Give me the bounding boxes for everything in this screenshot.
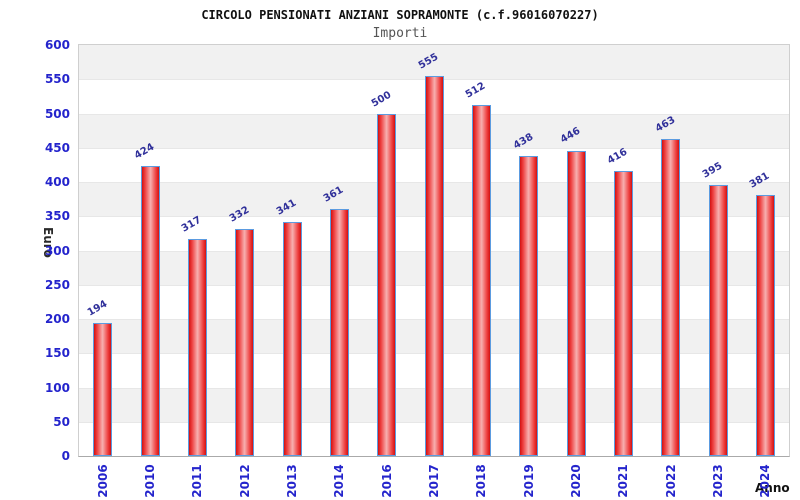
y-axis-label: Euro (41, 227, 55, 258)
y-tick-label: 350 (44, 209, 70, 224)
bar-2024 (755, 195, 775, 456)
y-tick-label: 200 (44, 312, 70, 326)
plot-band (79, 45, 789, 80)
x-tick-label: 2011 (190, 464, 205, 498)
bar-2006 (93, 323, 113, 456)
y-tick-label: 50 (53, 414, 70, 429)
y-tick-label: 250 (44, 277, 70, 292)
y-tick-label: 150 (44, 346, 70, 361)
y-tick-label: 300 (44, 243, 70, 258)
bar-2018 (471, 105, 491, 456)
x-tick-label: 2018 (474, 464, 489, 498)
x-tick-label: 2006 (95, 464, 110, 498)
x-tick-label: 2010 (143, 464, 157, 498)
x-tick-label: 2016 (379, 464, 394, 498)
bar-2017 (424, 75, 444, 456)
y-tick-label: 450 (44, 140, 70, 155)
y-tick-label: 100 (44, 380, 70, 395)
y-tick-label: 500 (44, 106, 70, 121)
bar-2011 (187, 238, 207, 456)
x-tick-label: 2020 (569, 464, 583, 498)
bar-2020 (566, 150, 586, 456)
bar-2012 (235, 228, 255, 456)
bar-2023 (708, 185, 728, 456)
chart-title: CIRCOLO PENSIONATI ANZIANI SOPRAMONTE (c… (201, 8, 599, 22)
x-axis-label: Anno (755, 481, 790, 495)
bar-2021 (613, 171, 633, 456)
bar-2016 (377, 113, 397, 456)
x-tick-label: 2019 (521, 464, 536, 498)
bar-2019 (519, 155, 539, 456)
bar-2022 (661, 138, 681, 456)
y-tick-label: 600 (44, 38, 70, 52)
x-tick-label: 2022 (663, 464, 678, 498)
bar-2010 (140, 165, 160, 456)
x-tick-label: 2017 (427, 464, 441, 498)
y-tick-label: 0 (61, 449, 70, 463)
y-tick-label: 550 (44, 72, 70, 87)
y-tick-label: 400 (44, 175, 70, 189)
x-tick-label: 2024 (758, 464, 773, 498)
x-tick-label: 2023 (711, 464, 725, 498)
bar-2014 (329, 208, 349, 456)
plot-area (78, 44, 790, 457)
bar-2013 (282, 222, 302, 456)
x-tick-label: 2013 (285, 464, 299, 498)
x-tick-label: 2021 (616, 464, 631, 498)
x-tick-label: 2012 (237, 464, 252, 498)
x-tick-label: 2014 (332, 464, 347, 498)
chart-subtitle: Importi (372, 26, 428, 41)
